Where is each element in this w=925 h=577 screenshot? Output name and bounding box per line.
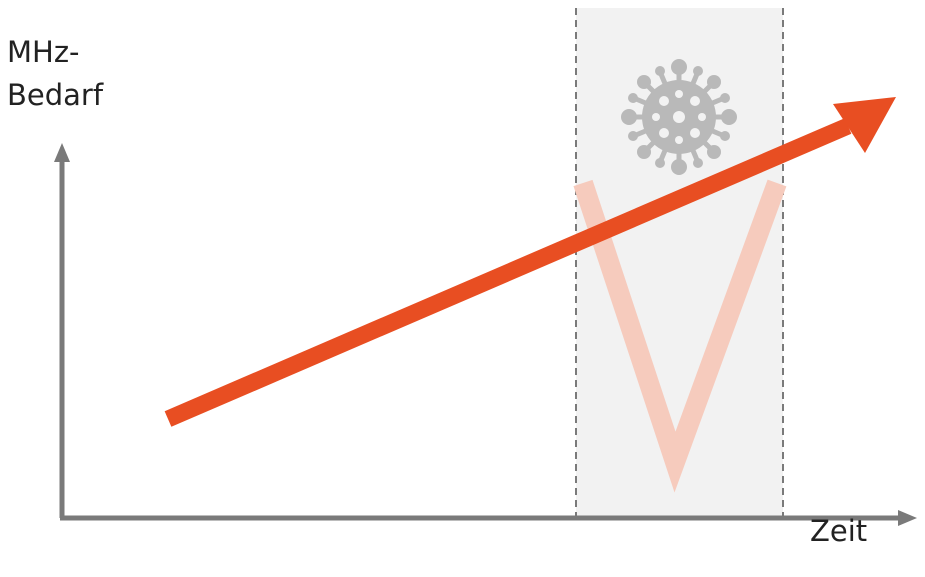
demand-trend-arrowhead [833, 97, 896, 153]
y-axis-label-line1: MHz- [7, 35, 80, 69]
demand-trend-arrow-shaft [164, 118, 852, 427]
x-axis-arrowhead [898, 510, 917, 526]
virus-icon [621, 59, 737, 175]
y-axis-arrowhead [54, 143, 70, 162]
y-axis-label-line2: Bedarf [7, 78, 104, 112]
x-axis-label: Zeit [810, 514, 868, 548]
pandemic-dip-line [573, 179, 787, 493]
y-axis-label: MHz- Bedarf [7, 31, 103, 117]
